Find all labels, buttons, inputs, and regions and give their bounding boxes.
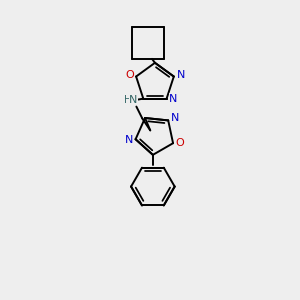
Text: O: O [176,138,184,148]
Text: N: N [124,135,133,145]
Text: N: N [176,70,185,80]
Text: H: H [124,95,131,105]
Text: O: O [126,70,134,80]
Text: N: N [171,113,179,123]
Text: N: N [129,95,138,105]
Text: N: N [169,94,178,104]
